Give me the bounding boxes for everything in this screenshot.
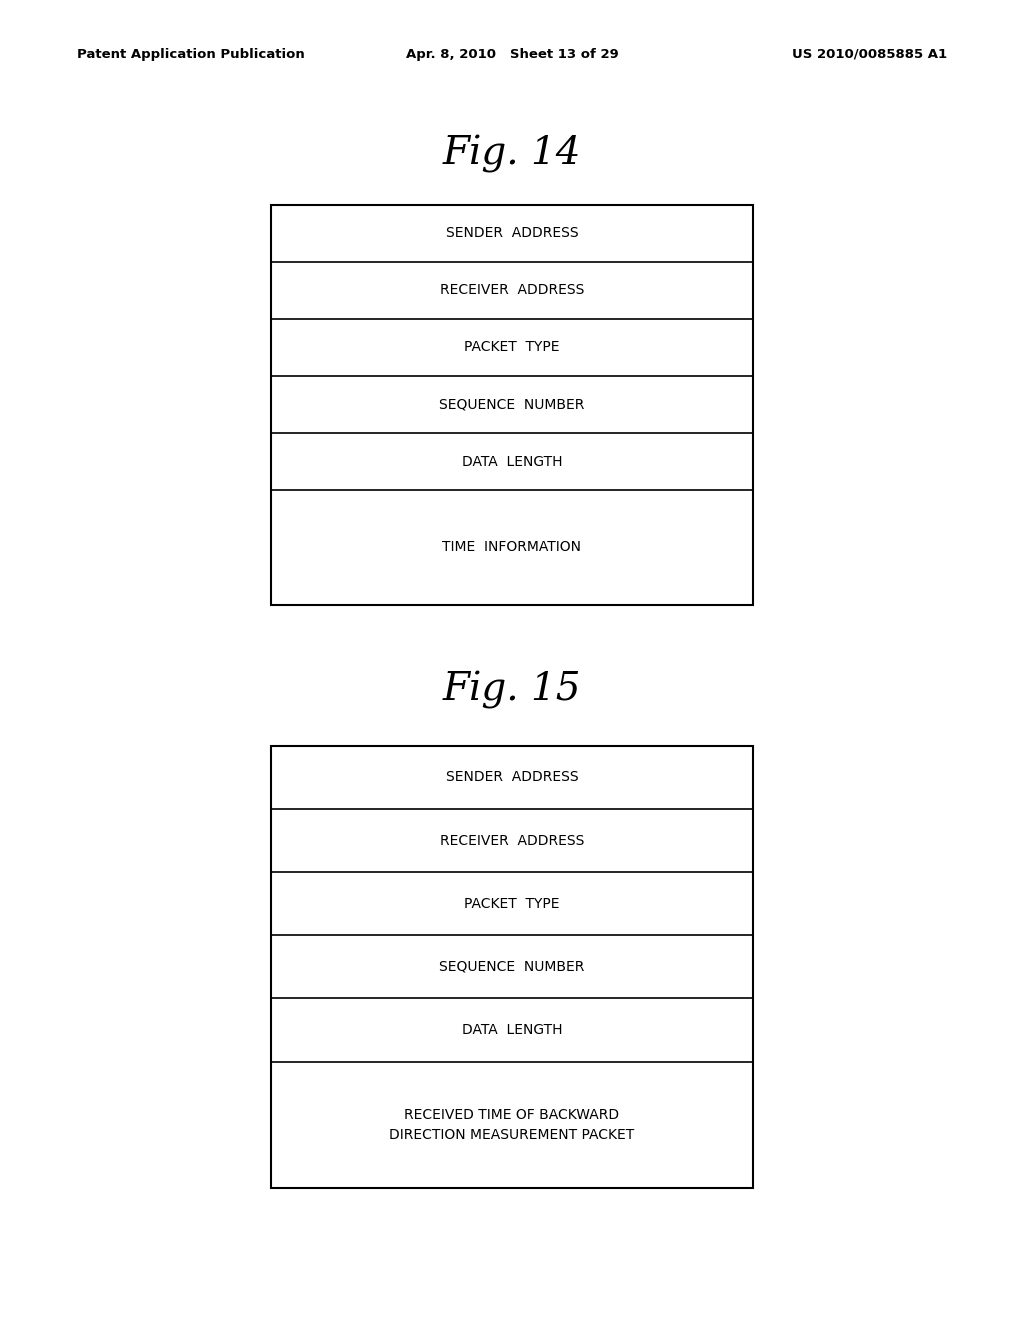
Bar bbox=[271, 205, 753, 605]
Text: PACKET  TYPE: PACKET TYPE bbox=[464, 341, 560, 355]
Text: SENDER  ADDRESS: SENDER ADDRESS bbox=[445, 226, 579, 240]
Text: Fig. 15: Fig. 15 bbox=[442, 672, 582, 709]
Text: Patent Application Publication: Patent Application Publication bbox=[77, 48, 304, 61]
Bar bbox=[271, 746, 753, 1188]
Text: TIME  INFORMATION: TIME INFORMATION bbox=[442, 540, 582, 554]
Text: DATA  LENGTH: DATA LENGTH bbox=[462, 454, 562, 469]
Text: SEQUENCE  NUMBER: SEQUENCE NUMBER bbox=[439, 960, 585, 974]
Text: RECEIVER  ADDRESS: RECEIVER ADDRESS bbox=[440, 284, 584, 297]
Text: US 2010/0085885 A1: US 2010/0085885 A1 bbox=[793, 48, 947, 61]
Text: DATA  LENGTH: DATA LENGTH bbox=[462, 1023, 562, 1038]
Text: PACKET  TYPE: PACKET TYPE bbox=[464, 896, 560, 911]
Text: Apr. 8, 2010   Sheet 13 of 29: Apr. 8, 2010 Sheet 13 of 29 bbox=[406, 48, 618, 61]
Text: Fig. 14: Fig. 14 bbox=[442, 136, 582, 173]
Text: RECEIVER  ADDRESS: RECEIVER ADDRESS bbox=[440, 833, 584, 847]
Text: RECEIVED TIME OF BACKWARD
DIRECTION MEASUREMENT PACKET: RECEIVED TIME OF BACKWARD DIRECTION MEAS… bbox=[389, 1107, 635, 1142]
Text: SENDER  ADDRESS: SENDER ADDRESS bbox=[445, 771, 579, 784]
Text: SEQUENCE  NUMBER: SEQUENCE NUMBER bbox=[439, 397, 585, 412]
